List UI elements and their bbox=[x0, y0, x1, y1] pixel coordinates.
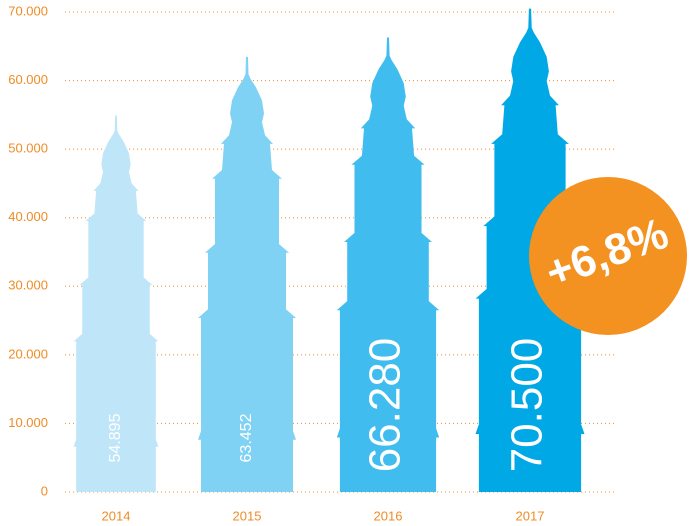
x-tick-label: 2017 bbox=[516, 508, 545, 523]
y-tick-label: 0 bbox=[41, 483, 48, 498]
value-label: 66.280 bbox=[361, 338, 410, 473]
y-tick-label: 70.000 bbox=[8, 3, 48, 18]
x-tick-label: 2015 bbox=[233, 508, 262, 523]
y-tick-label: 30.000 bbox=[8, 278, 48, 293]
value-label: 63.452 bbox=[238, 413, 255, 462]
x-tick-label: 2016 bbox=[374, 508, 403, 523]
y-tick-label: 10.000 bbox=[8, 415, 48, 430]
value-label: 54.895 bbox=[107, 413, 124, 462]
y-tick-label: 20.000 bbox=[8, 346, 48, 361]
chart: 0 10.000 20.000 30.000 40.000 50.000 60.000 70.… bbox=[0, 0, 691, 526]
y-tick-label: 40.000 bbox=[8, 209, 48, 224]
y-tick-label: 50.000 bbox=[8, 141, 48, 156]
y-tick-label: 60.000 bbox=[8, 72, 48, 87]
x-tick-label: 2014 bbox=[102, 508, 131, 523]
value-label: 70.500 bbox=[503, 338, 552, 473]
